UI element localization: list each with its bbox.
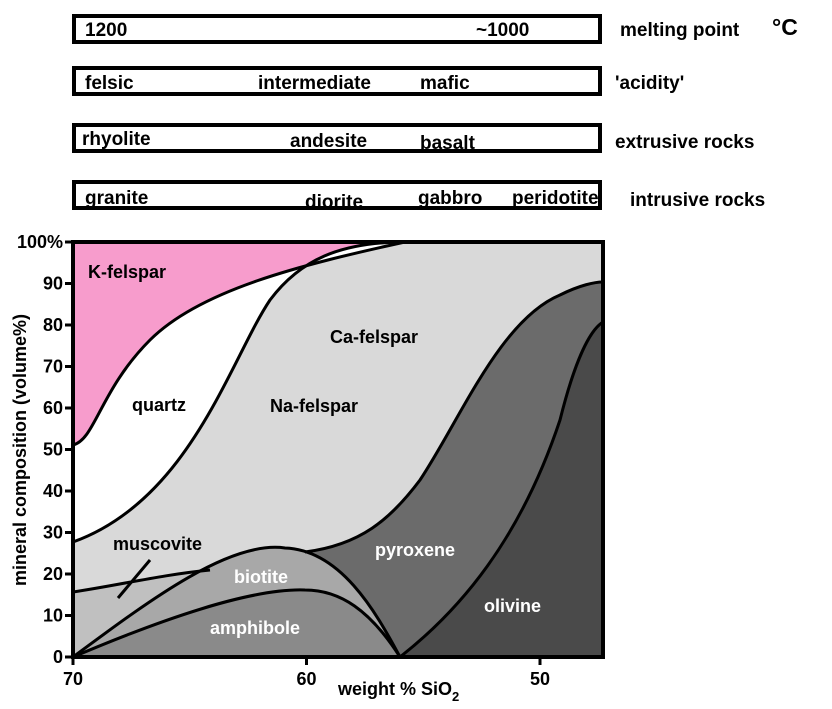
x-axis: 70 60 50 bbox=[63, 657, 550, 689]
diorite-label: diorite bbox=[305, 192, 364, 213]
peridotite-label: peridotite bbox=[512, 188, 599, 209]
melting-unit: °C bbox=[772, 14, 798, 40]
cafelspar-label: Ca-felspar bbox=[330, 327, 418, 347]
granite-label: granite bbox=[85, 188, 149, 209]
basalt-label: basalt bbox=[420, 133, 475, 154]
acidity-title: 'acidity' bbox=[615, 73, 685, 94]
intermediate-label: intermediate bbox=[258, 73, 371, 94]
muscovite-label: muscovite bbox=[113, 534, 202, 554]
y-axis: 0 10 20 30 40 50 60 70 80 90 100% bbox=[17, 232, 73, 667]
extrusive-rocks-title: extrusive rocks bbox=[615, 132, 755, 153]
y-tick-label: 70 bbox=[43, 357, 63, 377]
melting-point-title: melting point bbox=[620, 20, 740, 41]
x-tick-label: 60 bbox=[296, 669, 316, 689]
y-tick-label: 60 bbox=[43, 398, 63, 418]
kfelspar-label: K-felspar bbox=[88, 262, 166, 282]
olivine-region bbox=[400, 322, 603, 657]
nafelspar-label: Na-felspar bbox=[270, 396, 358, 416]
melting-high-label: 1200 bbox=[85, 20, 128, 41]
y-axis-title: mineral composition (volume%) bbox=[10, 314, 30, 586]
gabbro-label: gabbro bbox=[418, 188, 483, 209]
intrusive-rocks-title: intrusive rocks bbox=[630, 190, 766, 211]
mafic-label: mafic bbox=[420, 73, 470, 94]
biotite-region bbox=[73, 547, 400, 657]
biotite-label: biotite bbox=[234, 567, 288, 587]
x-axis-title-main: weight % SiO bbox=[337, 679, 452, 699]
x-tick-label: 70 bbox=[63, 669, 83, 689]
melting-point-bar bbox=[72, 14, 602, 44]
y-tick-label: 10 bbox=[43, 606, 63, 626]
pyroxene-label: pyroxene bbox=[375, 540, 455, 560]
y-tick-label: 20 bbox=[43, 564, 63, 584]
amphibole-label: amphibole bbox=[210, 618, 300, 638]
y-tick-label: 40 bbox=[43, 481, 63, 501]
y-tick-label: 50 bbox=[43, 440, 63, 460]
rhyolite-label: rhyolite bbox=[82, 129, 151, 150]
extrusive-rocks-bar bbox=[72, 123, 602, 153]
acidity-bar bbox=[72, 66, 602, 96]
y-tick-label: 80 bbox=[43, 315, 63, 335]
y-tick-label: 90 bbox=[43, 274, 63, 294]
amphibole-region bbox=[73, 589, 400, 657]
quartz-region bbox=[73, 242, 405, 542]
olivine-label: olivine bbox=[484, 596, 541, 616]
y-tick-label: 100% bbox=[17, 232, 63, 252]
intrusive-rocks-bar bbox=[72, 180, 602, 210]
y-tick-label: 0 bbox=[53, 647, 63, 667]
x-axis-title: weight % SiO2 bbox=[337, 679, 459, 704]
andesite-label: andesite bbox=[290, 131, 368, 152]
kfelspar-region bbox=[73, 242, 405, 445]
quartz-label: quartz bbox=[132, 395, 186, 415]
y-tick-label: 30 bbox=[43, 523, 63, 543]
x-axis-title-subscript: 2 bbox=[452, 689, 459, 704]
felsic-label: felsic bbox=[85, 73, 134, 94]
x-tick-label: 50 bbox=[530, 669, 550, 689]
melting-low-label: ~1000 bbox=[476, 20, 530, 41]
